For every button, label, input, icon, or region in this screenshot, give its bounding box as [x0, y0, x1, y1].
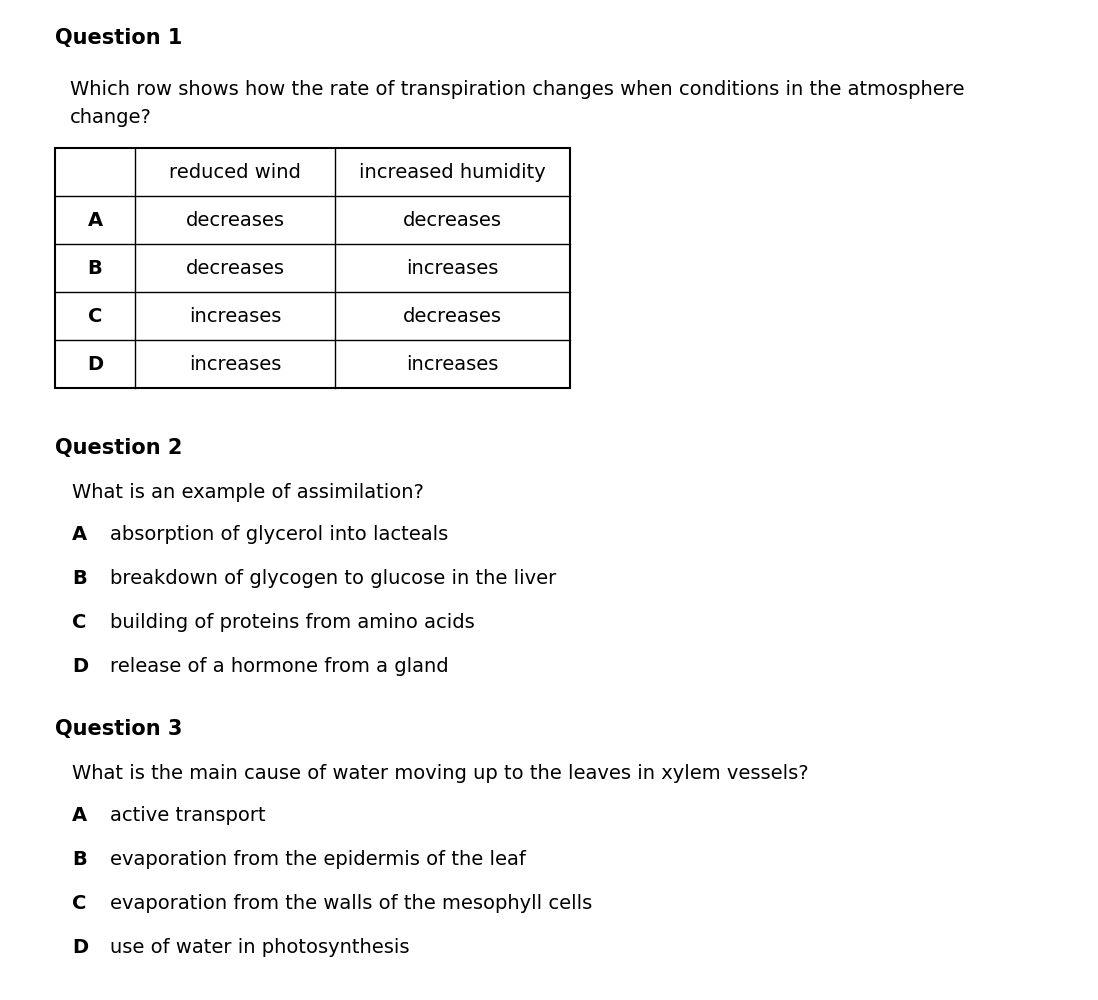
- Text: Question 2: Question 2: [55, 438, 182, 458]
- Text: B: B: [72, 850, 87, 869]
- Text: Question 3: Question 3: [55, 719, 182, 739]
- Text: change?: change?: [70, 108, 152, 127]
- Bar: [55, 148, 570, 388]
- Text: increases: increases: [406, 258, 498, 277]
- Text: breakdown of glycogen to glucose in the liver: breakdown of glycogen to glucose in the …: [110, 569, 557, 588]
- Text: increases: increases: [406, 355, 498, 373]
- Text: reduced wind: reduced wind: [169, 162, 301, 182]
- Text: absorption of glycerol into lacteals: absorption of glycerol into lacteals: [110, 525, 448, 544]
- Text: D: D: [72, 657, 88, 676]
- Text: C: C: [72, 613, 87, 632]
- Text: A: A: [88, 211, 102, 230]
- Text: decreases: decreases: [186, 211, 284, 230]
- Text: What is the main cause of water moving up to the leaves in xylem vessels?: What is the main cause of water moving u…: [72, 764, 808, 783]
- Text: A: A: [72, 525, 87, 544]
- Text: release of a hormone from a gland: release of a hormone from a gland: [110, 657, 449, 676]
- Text: evaporation from the walls of the mesophyll cells: evaporation from the walls of the mesoph…: [110, 894, 592, 913]
- Text: A: A: [72, 806, 87, 825]
- Text: evaporation from the epidermis of the leaf: evaporation from the epidermis of the le…: [110, 850, 526, 869]
- Text: B: B: [72, 569, 87, 588]
- Text: What is an example of assimilation?: What is an example of assimilation?: [72, 483, 424, 502]
- Text: use of water in photosynthesis: use of water in photosynthesis: [110, 938, 410, 957]
- Text: B: B: [88, 258, 102, 277]
- Text: increases: increases: [189, 355, 281, 373]
- Text: active transport: active transport: [110, 806, 266, 825]
- Text: decreases: decreases: [403, 306, 502, 326]
- Text: D: D: [87, 355, 103, 373]
- Text: C: C: [88, 306, 102, 326]
- Text: decreases: decreases: [403, 211, 502, 230]
- Text: decreases: decreases: [186, 258, 284, 277]
- Text: D: D: [72, 938, 88, 957]
- Text: building of proteins from amino acids: building of proteins from amino acids: [110, 613, 474, 632]
- Text: increased humidity: increased humidity: [359, 162, 546, 182]
- Text: C: C: [72, 894, 87, 913]
- Text: Question 1: Question 1: [55, 28, 182, 48]
- Text: Which row shows how the rate of transpiration changes when conditions in the atm: Which row shows how the rate of transpir…: [70, 80, 964, 99]
- Text: increases: increases: [189, 306, 281, 326]
